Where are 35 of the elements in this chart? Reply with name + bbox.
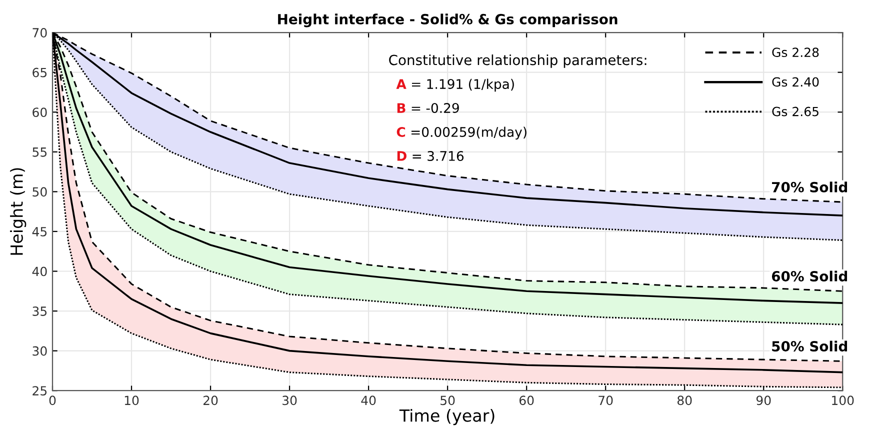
annotation: 50% Solid	[772, 340, 848, 352]
y-tick-label: 25	[32, 386, 47, 396]
x-tick-label: 60	[519, 396, 534, 406]
y-tick-label: 45	[32, 227, 47, 236]
x-tick-label: 50	[440, 396, 455, 406]
annotation: D = 3.716	[397, 151, 464, 161]
annotation: 70% Solid	[772, 182, 848, 192]
chart-title: Height interface - Solid% & Gs comparisson	[278, 14, 618, 28]
legend-label: Gs 2.65	[772, 106, 818, 116]
y-tick-label: 60	[32, 108, 47, 118]
annotation: A = 1.191 (1/kpa)	[396, 78, 514, 92]
y-tick-label: 65	[32, 68, 47, 78]
x-tick-label: 40	[361, 396, 376, 406]
legend-label: Gs 2.28	[772, 48, 819, 58]
y-tick-label: 55	[32, 148, 47, 157]
annotation: C =0.00259(m/day)	[396, 126, 526, 140]
annotation: B = -0.29	[397, 103, 459, 113]
legend-label: Gs 2.40	[772, 77, 819, 87]
y-tick-label: 70	[32, 28, 47, 38]
y-tick-label: 30	[32, 346, 47, 356]
y-tick-label: 35	[32, 306, 47, 316]
x-tick-label: 90	[756, 396, 771, 406]
x-tick-label: 20	[203, 396, 218, 406]
annotation: Constitutive relationship parameters:	[389, 54, 646, 68]
x-tick-label: 10	[124, 396, 139, 406]
y-tick-label: 40	[32, 266, 47, 276]
x-axis-title: Time (year)	[399, 408, 494, 426]
y-tick-label: 50	[32, 187, 47, 197]
x-tick-label: 70	[598, 396, 613, 406]
x-tick-label: 80	[677, 396, 692, 406]
x-tick-label: 30	[282, 396, 297, 406]
x-tick-label: 0	[49, 396, 56, 406]
annotation: 60% Solid	[772, 270, 848, 282]
y-axis-title: Height (m)	[10, 168, 26, 255]
x-tick-label: 100	[832, 396, 854, 406]
